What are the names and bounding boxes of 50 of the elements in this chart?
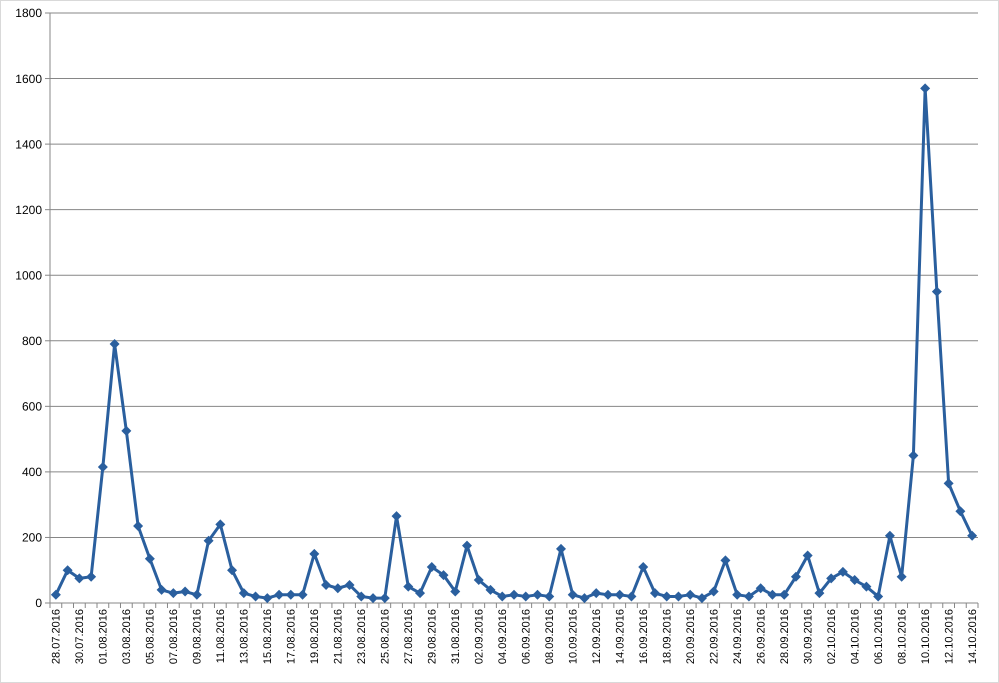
x-tick-label: 14.09.2016 bbox=[614, 609, 627, 664]
y-tick-label: 200 bbox=[22, 530, 42, 545]
x-tick-label: 10.10.2016 bbox=[920, 609, 932, 664]
x-tick-label: 15.08.2016 bbox=[262, 609, 274, 664]
x-tick-label: 12.09.2016 bbox=[591, 609, 604, 664]
x-tick-label: 08.10.2016 bbox=[896, 609, 908, 664]
x-tick-label: 17.08.2016 bbox=[286, 609, 298, 664]
y-tick-label: 1000 bbox=[15, 268, 42, 282]
y-tick-label: 800 bbox=[22, 334, 42, 348]
y-tick-label: 1800 bbox=[15, 6, 42, 20]
x-tick-label: 27.08.2016 bbox=[403, 609, 416, 664]
x-tick-label: 01.08.2016 bbox=[98, 609, 110, 664]
y-tick-label: 600 bbox=[22, 400, 42, 414]
x-tick-label: 11.08.2016 bbox=[215, 609, 228, 664]
x-tick-label: 02.09.2016 bbox=[474, 609, 486, 664]
x-tick-label: 12.10.2016 bbox=[943, 609, 956, 664]
x-tick-label: 18.09.2016 bbox=[662, 609, 674, 664]
x-tick-label: 22.09.2016 bbox=[708, 609, 721, 664]
x-tick-label: 25.08.2016 bbox=[380, 609, 392, 664]
x-tick-label: 02.10.2016 bbox=[826, 609, 838, 664]
x-tick-label: 26.09.2016 bbox=[756, 609, 768, 664]
x-tick-label: 19.08.2016 bbox=[309, 609, 322, 664]
y-tick-label: 1400 bbox=[15, 137, 42, 152]
x-tick-label: 21.08.2016 bbox=[332, 609, 345, 664]
x-tick-label: 30.07.2016 bbox=[74, 609, 86, 664]
x-tick-label: 29.08.2016 bbox=[426, 609, 439, 664]
x-tick-label: 03.08.2016 bbox=[121, 609, 134, 664]
x-tick-label: 04.09.2016 bbox=[497, 609, 510, 664]
x-tick-label: 06.10.2016 bbox=[873, 609, 885, 664]
x-tick-label: 10.09.2016 bbox=[568, 609, 580, 664]
x-tick-label: 24.09.2016 bbox=[732, 609, 744, 664]
y-tick-label: 400 bbox=[22, 465, 42, 480]
x-tick-label: 09.08.2016 bbox=[192, 609, 204, 664]
x-tick-label: 20.09.2016 bbox=[685, 609, 698, 664]
x-tick-label: 05.08.2016 bbox=[144, 609, 157, 664]
x-tick-label: 16.09.2016 bbox=[638, 609, 650, 664]
x-tick-label: 30.09.2016 bbox=[802, 609, 815, 664]
y-tick-label: 1600 bbox=[15, 72, 42, 86]
x-tick-label: 31.08.2016 bbox=[450, 609, 462, 664]
x-tick-label: 06.09.2016 bbox=[520, 609, 533, 664]
x-tick-label: 04.10.2016 bbox=[850, 609, 862, 664]
x-tick-label: 13.08.2016 bbox=[238, 609, 251, 664]
x-tick-label: 28.07.2016 bbox=[50, 609, 63, 664]
x-tick-label: 14.10.2016 bbox=[966, 609, 979, 664]
x-tick-label: 28.09.2016 bbox=[779, 609, 792, 664]
x-tick-label: 07.08.2016 bbox=[168, 609, 180, 664]
y-tick-label: 0 bbox=[35, 596, 42, 610]
x-tick-label: 23.08.2016 bbox=[356, 609, 368, 664]
x-tick-label: 08.09.2016 bbox=[544, 609, 556, 664]
y-tick-label: 1200 bbox=[15, 202, 42, 217]
